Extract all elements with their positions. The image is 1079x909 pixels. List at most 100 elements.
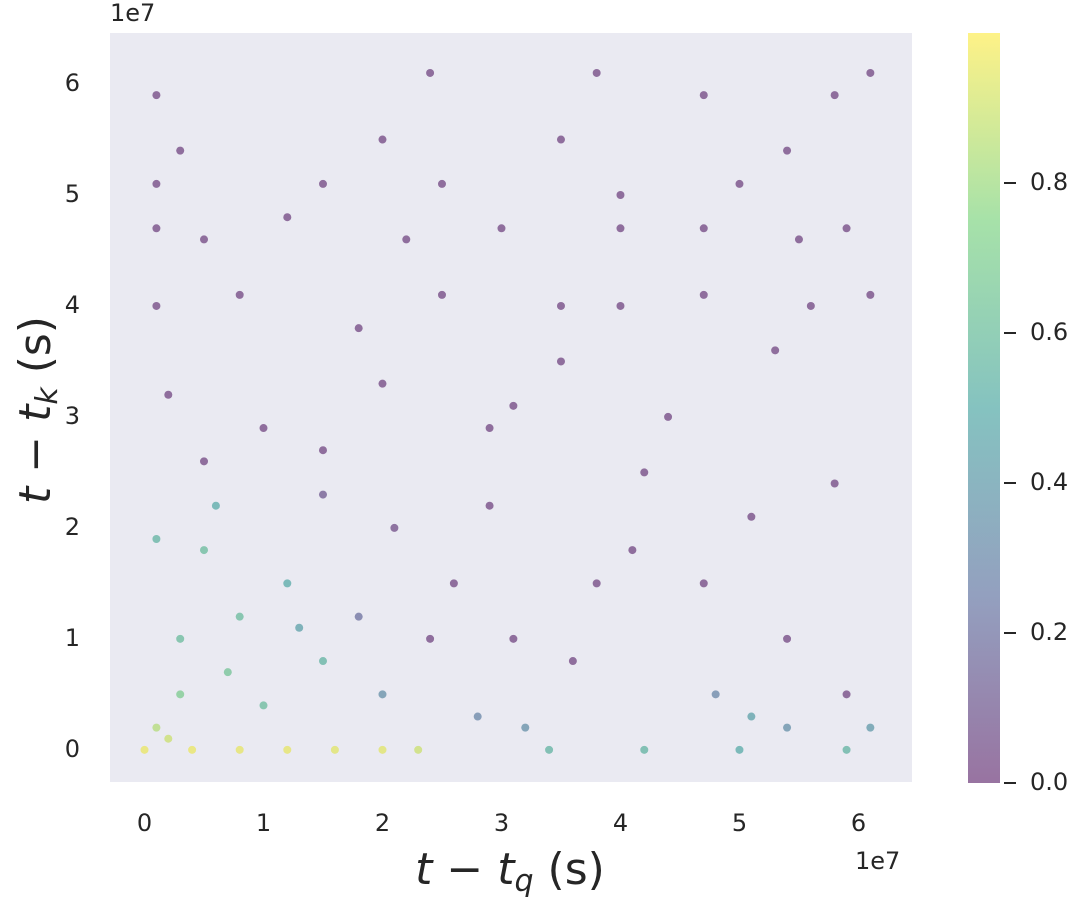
scatter-point [200, 235, 209, 244]
y-tick-label: 5 [65, 180, 80, 208]
scatter-point [699, 579, 708, 588]
colorbar-tick-label: 0.2 [1030, 618, 1068, 646]
x-tick-label: 4 [613, 809, 628, 837]
scatter-point [497, 224, 506, 233]
scatter-point [318, 446, 327, 455]
scatter-point [188, 745, 197, 754]
scatter-point [783, 146, 792, 155]
x-tick-label: 3 [494, 809, 509, 837]
scatter-point [283, 745, 292, 754]
scatter-point [152, 534, 161, 543]
y-tick-label: 2 [65, 513, 80, 541]
scatter-point [735, 745, 744, 754]
y-offset: 1e7 [110, 0, 155, 27]
scatter-point [771, 346, 780, 355]
scatter-point [164, 390, 173, 399]
scatter-point [616, 191, 625, 200]
colorbar-tick-label: 0.4 [1030, 468, 1068, 496]
scatter-point [783, 634, 792, 643]
scatter-point [437, 179, 446, 188]
scatter-point [164, 734, 173, 743]
scatter-point [616, 224, 625, 233]
colorbar [968, 33, 1000, 783]
scatter-point [330, 745, 339, 754]
scatter-point [806, 301, 815, 310]
scatter-point [747, 712, 756, 721]
x-label-unit: (s) [534, 844, 605, 895]
scatter-point [378, 379, 387, 388]
scatter-point [794, 235, 803, 244]
scatter-point [354, 612, 363, 621]
y-label-main: t − t [10, 403, 61, 504]
scatter-point [259, 701, 268, 710]
scatter-point [390, 523, 399, 532]
scatter-point [426, 68, 435, 77]
scatter-point [592, 68, 601, 77]
scatter-point [318, 179, 327, 188]
x-tick-label: 2 [375, 809, 390, 837]
scatter-point [283, 579, 292, 588]
x-label-main: t − t [415, 844, 516, 895]
scatter-point [318, 490, 327, 499]
scatter-point [437, 290, 446, 299]
scatter-point [866, 68, 875, 77]
scatter-point [521, 723, 530, 732]
scatter-point [235, 745, 244, 754]
y-tick-label: 0 [65, 735, 80, 763]
scatter-point [699, 91, 708, 100]
y-tick-label: 3 [65, 402, 80, 430]
scatter-point [485, 501, 494, 510]
scatter-point [509, 634, 518, 643]
scatter-point [830, 91, 839, 100]
y-label-sub: k [30, 386, 65, 405]
scatter-point [176, 146, 185, 155]
scatter-point [568, 657, 577, 666]
scatter-point [402, 235, 411, 244]
scatter-point [140, 745, 149, 754]
scatter-point [152, 91, 161, 100]
scatter-point [842, 745, 851, 754]
scatter-point [152, 723, 161, 732]
y-tick-label: 6 [65, 69, 80, 97]
scatter-point [628, 546, 637, 555]
scatter-point [640, 468, 649, 477]
x-tick-label: 1 [256, 809, 271, 837]
x-label-sub: q [515, 864, 534, 899]
scatter-point [449, 579, 458, 588]
scatter-point [711, 690, 720, 699]
y-tick-label: 4 [65, 291, 80, 319]
scatter-point [783, 723, 792, 732]
scatter-point [152, 179, 161, 188]
scatter-point [211, 501, 220, 510]
x-axis-label: t − tq (s) [415, 844, 605, 899]
scatter-point [556, 301, 565, 310]
scatter-point [283, 213, 292, 222]
scatter-point [616, 301, 625, 310]
scatter-point [640, 745, 649, 754]
scatter-point [866, 290, 875, 299]
scatter-point [556, 357, 565, 366]
scatter-point [414, 745, 423, 754]
scatter-point [556, 135, 565, 144]
scatter-point [735, 179, 744, 188]
scatter-point [664, 412, 673, 421]
y-axis-label: t − tk (s) [10, 316, 65, 504]
scatter-point [200, 546, 209, 555]
scatter-point [378, 745, 387, 754]
scatter-point [699, 290, 708, 299]
x-tick-label: 0 [137, 809, 152, 837]
y-tick-label: 1 [65, 624, 80, 652]
scatter-point [842, 224, 851, 233]
scatter-point [830, 479, 839, 488]
scatter-point [200, 457, 209, 466]
scatter-point [152, 301, 161, 310]
scatter-point [176, 634, 185, 643]
scatter-point [545, 745, 554, 754]
scatter-point [235, 290, 244, 299]
x-tick-label: 6 [851, 809, 866, 837]
scatter-point [485, 424, 494, 433]
colorbar-tick-label: 0.0 [1030, 768, 1068, 796]
scatter-point [378, 135, 387, 144]
scatter-point [509, 401, 518, 410]
